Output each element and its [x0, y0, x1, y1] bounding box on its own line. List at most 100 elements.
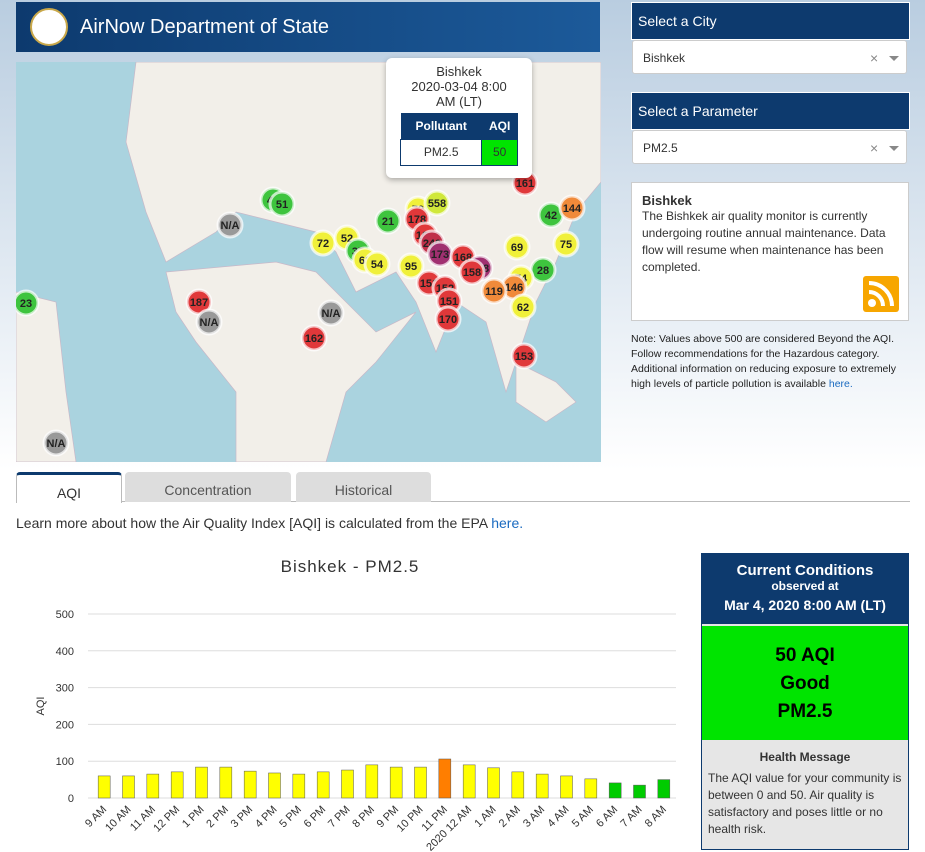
- tab-rule: [16, 501, 910, 502]
- marker-label: 119: [485, 286, 503, 298]
- map-marker[interactable]: [423, 189, 451, 217]
- bar: [195, 766, 208, 799]
- x-tick-label: 8 AM: [643, 804, 669, 830]
- bar: [268, 772, 281, 799]
- map-marker[interactable]: [480, 277, 508, 305]
- learn-text: Learn more about how the Air Quality Ind…: [16, 515, 523, 531]
- marker-label: 69: [511, 242, 523, 254]
- marker-label: 75: [560, 239, 572, 251]
- marker-label: 170: [439, 314, 457, 326]
- popup: Bishkek 2020-03-04 8:00 AM (LT) Pollutan…: [386, 58, 532, 178]
- bar: [365, 764, 379, 799]
- marker-label: 146: [505, 282, 523, 294]
- current-conditions: Current Conditions observed at Mar 4, 20…: [701, 553, 909, 850]
- marker-label: 42: [545, 210, 557, 222]
- parameter-heading: Select a Parameter: [631, 92, 910, 130]
- bar: [462, 764, 476, 799]
- marker-label: 151: [440, 296, 458, 308]
- popup-time: 2020-03-04 8:00 AM (LT): [411, 79, 507, 109]
- banner: AirNow Department of State: [16, 2, 600, 52]
- popup-aqi: 50: [481, 138, 518, 166]
- map-marker[interactable]: [16, 289, 40, 317]
- health-title: Health Message: [759, 750, 851, 764]
- y-tick-label: 0: [68, 793, 74, 805]
- bar: [219, 766, 233, 799]
- popup-table: Pollutant AQI PM2.5 50: [399, 113, 518, 166]
- marker-label: 62: [517, 302, 529, 314]
- map-marker[interactable]: [363, 250, 391, 278]
- note: Note: Values above 500 are considered Be…: [631, 332, 916, 392]
- map-marker[interactable]: [434, 305, 462, 333]
- map-marker[interactable]: [317, 299, 345, 327]
- y-tick-label: 300: [56, 683, 74, 695]
- chart-title: Bishkek - PM2.5: [281, 557, 420, 576]
- marker-label: 144: [563, 203, 582, 215]
- tab[interactable]: Concentration: [125, 472, 291, 502]
- map-marker[interactable]: [42, 429, 70, 457]
- map-marker[interactable]: [397, 252, 425, 280]
- marker-label: 23: [20, 298, 32, 310]
- map-marker[interactable]: [509, 293, 537, 321]
- clear-button[interactable]: ×: [870, 50, 879, 66]
- cc-category: Good: [780, 673, 830, 694]
- x-tick-label: 4 AM: [545, 804, 571, 830]
- note-text: Note: Values above 500 are considered Be…: [631, 333, 896, 390]
- map-marker[interactable]: [458, 258, 486, 286]
- bar: [316, 771, 330, 799]
- cc-aqi: 50 AQI: [775, 645, 835, 666]
- x-tick-label: 3 AM: [521, 804, 547, 830]
- parameter-select[interactable]: PM2.5 ×: [632, 130, 907, 164]
- bar: [608, 782, 622, 799]
- x-tick-label: 6 AM: [594, 804, 620, 830]
- bar: [341, 769, 354, 799]
- parameter-value: PM2.5: [643, 141, 678, 155]
- x-tick-label: 5 AM: [570, 804, 596, 830]
- note-link[interactable]: here.: [828, 378, 853, 390]
- marker-label: 21: [382, 216, 394, 228]
- marker-label: 28: [537, 265, 549, 277]
- marker-label: N/A: [322, 308, 341, 320]
- bar: [243, 770, 257, 799]
- marker-label: 161: [516, 178, 534, 190]
- marker-label: 558: [428, 198, 446, 210]
- marker-label: 54: [371, 259, 384, 271]
- clear-button[interactable]: ×: [870, 140, 879, 156]
- y-tick-label: 400: [56, 646, 74, 658]
- map-marker[interactable]: [300, 324, 328, 352]
- city-value: Bishkek: [643, 51, 686, 65]
- tab[interactable]: AQI: [16, 472, 122, 503]
- caret: [889, 56, 899, 66]
- marker-label: N/A: [47, 438, 66, 450]
- map-marker[interactable]: [503, 233, 531, 261]
- map-marker[interactable]: [558, 194, 586, 222]
- bar: [633, 784, 646, 799]
- x-tick-label: 1 AM: [472, 804, 498, 830]
- info-box: Bishkek The Bishkek air quality monitor …: [631, 182, 909, 321]
- marker-label: 72: [317, 238, 329, 250]
- marker-label: 173: [431, 249, 449, 261]
- bar: [389, 766, 403, 799]
- map-marker[interactable]: [374, 207, 402, 235]
- map-marker[interactable]: [268, 190, 296, 218]
- cc-observed: observed at: [771, 579, 839, 593]
- map-marker[interactable]: [552, 230, 580, 258]
- tab[interactable]: Historical: [296, 472, 431, 502]
- y-tick-label: 100: [56, 756, 74, 768]
- caret: [889, 146, 899, 156]
- bar: [487, 767, 500, 799]
- rss-icon[interactable]: [863, 276, 899, 312]
- learn-link[interactable]: here.: [491, 515, 524, 531]
- map-marker[interactable]: [216, 211, 244, 239]
- marker-label: 187: [190, 297, 208, 309]
- map-marker[interactable]: [195, 308, 223, 336]
- bar: [146, 773, 160, 799]
- info-title: Bishkek: [642, 193, 692, 208]
- x-tick-label: 7 AM: [618, 804, 644, 830]
- site-title: AirNow Department of State: [80, 16, 329, 38]
- city-select[interactable]: Bishkek ×: [632, 40, 907, 74]
- map-marker[interactable]: [510, 342, 538, 370]
- x-tick-label: 2 PM: [204, 804, 231, 831]
- x-tick-label: 2 AM: [497, 804, 523, 830]
